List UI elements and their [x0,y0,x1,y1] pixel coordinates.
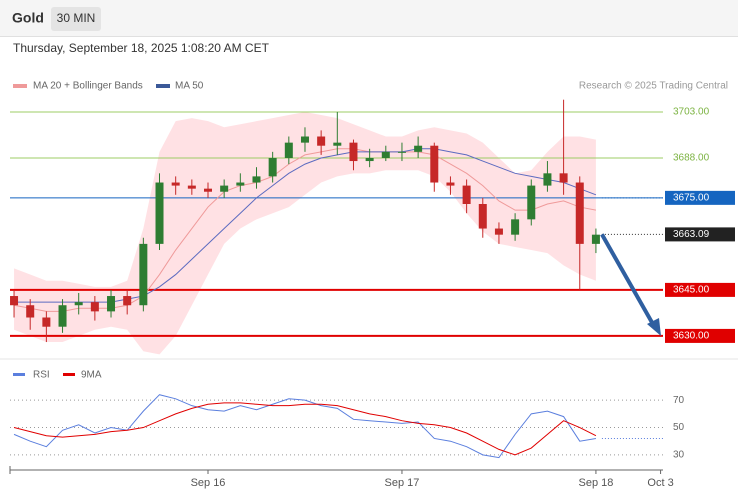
legend-swatch [13,373,25,376]
level-label: 3645.00 [673,285,710,296]
level-label: 3703.00 [673,107,710,118]
legend-label: 9MA [81,370,102,381]
level-label-box [665,328,735,343]
interval[interactable]: 30 MIN [57,11,96,25]
x-tick-label: Oct 3 [647,477,673,489]
rsi-tick-label: 70 [673,395,685,406]
level-label-box [665,282,735,297]
candle-body [462,185,471,204]
level-label: 3630.00 [673,331,710,342]
candle-body [559,173,568,183]
legend-label: RSI [33,370,50,381]
rsi-tick-label: 50 [673,422,685,433]
candle-body [58,305,67,327]
candle-body [575,182,584,244]
rsi-tick-label: 30 [673,450,685,461]
candle-body [511,219,520,235]
rsi-line [13,394,597,459]
candle-body [74,302,83,306]
candle-body [204,188,213,192]
candle-body [139,243,148,306]
candle-body [90,302,99,312]
forecast-arrowhead [647,318,661,336]
candle-body [284,142,293,158]
candle-body [10,296,19,306]
bollinger-band [14,111,596,355]
source: Research © 2025 Trading Central [579,81,728,92]
datetime: Thursday, September 18, 2025 1:08:20 AM … [13,41,270,55]
last-price-label: 3663.09 [673,229,710,240]
candle-body [107,296,116,312]
candle-body [187,185,196,189]
candle-body [220,185,229,192]
candle-body [591,234,600,244]
candle-body [365,157,374,162]
candle-body [236,182,245,186]
candle-body [349,142,358,162]
x-tick-label: Sep 16 [191,477,226,489]
rsi-line [13,402,597,456]
level-label-box [665,190,735,205]
candle-body [300,136,309,143]
legend-swatch [63,373,75,376]
candle-body [430,145,439,183]
candle-body [381,151,390,158]
legend-label: MA 50 [175,81,204,92]
last-price-box [665,227,735,242]
candle-body [527,185,536,220]
interval-chip[interactable] [51,7,101,31]
candle-body [123,296,132,306]
x-tick-label: Sep 18 [578,477,613,489]
candle-body [171,182,180,186]
forecast-arrow [600,233,656,327]
candle-body [478,203,487,229]
candle-body [317,136,326,146]
candle-body [268,157,277,177]
candle-body [494,228,503,235]
candle-body [252,176,261,183]
legend-swatch [156,84,170,88]
x-tick-label: Sep 17 [385,477,420,489]
level-label: 3675.00 [673,193,710,204]
legend-label: MA 20 + Bollinger Bands [33,81,143,92]
level-label: 3688.00 [673,153,710,164]
candle-body [42,317,51,327]
legend-swatch [13,84,27,88]
candle-body [26,305,35,318]
candle-body [333,142,342,146]
candle-body [543,173,552,186]
candle-body [414,145,423,152]
header-bar [0,0,738,37]
symbol: Gold [12,10,44,26]
candle-body [397,151,406,153]
candle-body [155,182,164,244]
candle-body [446,182,455,186]
